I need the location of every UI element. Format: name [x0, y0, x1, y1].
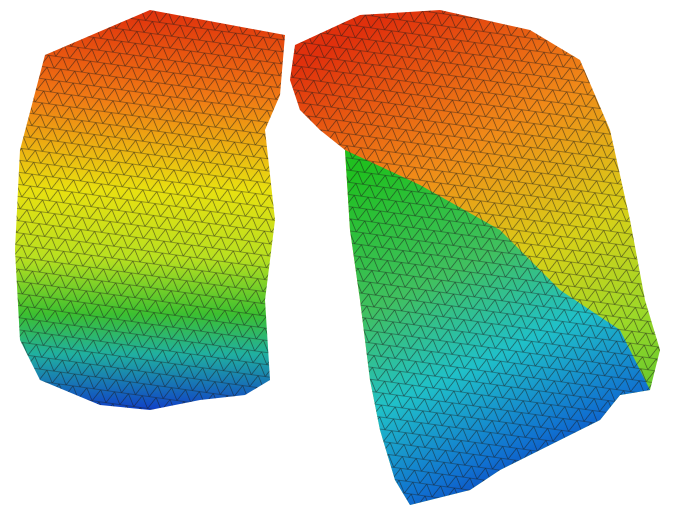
right-lung — [290, 10, 660, 505]
left-lung — [15, 10, 285, 410]
page — [0, 0, 679, 512]
lung-mesh-render — [0, 0, 679, 512]
